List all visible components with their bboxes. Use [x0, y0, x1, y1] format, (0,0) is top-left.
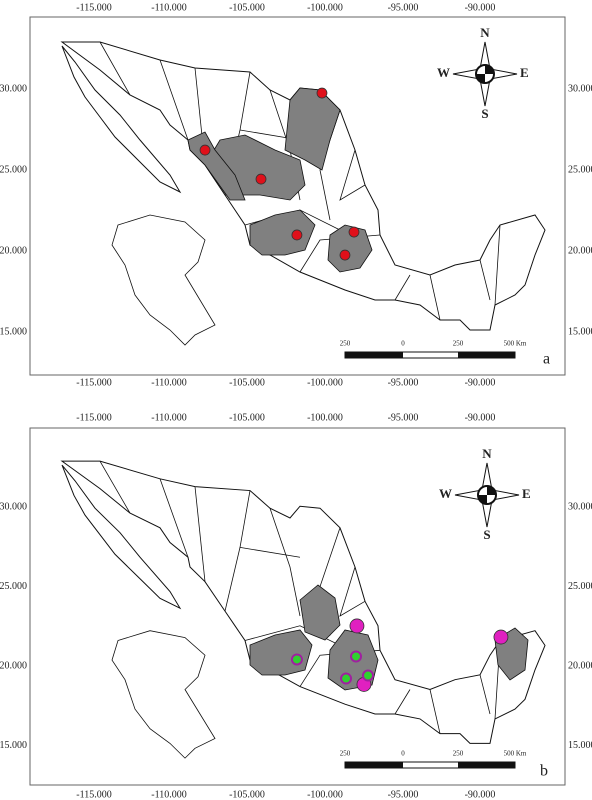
- site-marker: [316, 87, 328, 99]
- x-tick-label: -100.000: [307, 789, 343, 800]
- scale-bar-black: [345, 762, 403, 768]
- site-marker: [199, 144, 211, 156]
- frame: [29, 16, 566, 376]
- y-tick-label: 20.000: [568, 660, 592, 671]
- compass-w: W: [439, 486, 452, 501]
- x-tick-label: -110.000: [151, 789, 186, 800]
- x-tick-label: -100.000: [307, 377, 343, 388]
- scale-bar-black: [345, 352, 403, 358]
- x-tick-label: -90.000: [465, 2, 496, 13]
- scale-label: 250: [453, 340, 464, 348]
- scale-bar-black: [458, 352, 515, 358]
- x-tick-label: -90.000: [465, 377, 496, 388]
- y-tick-label: 25.000: [568, 581, 592, 592]
- compass-w: W: [437, 65, 450, 80]
- site-marker: [350, 650, 363, 663]
- x-tick-label: -95.000: [388, 789, 419, 800]
- x-tick-label: -115.000: [76, 2, 111, 13]
- x-tick-label: -100.000: [307, 412, 343, 423]
- x-tick-label: -115.000: [76, 789, 111, 800]
- site-marker: [339, 249, 351, 261]
- site-marker: [349, 618, 365, 634]
- y-tick-label: 25.000: [0, 581, 27, 592]
- compass-fill: [476, 65, 494, 83]
- y-tick-label: 25.000: [568, 164, 592, 175]
- y-tick-label: 20.000: [568, 245, 592, 256]
- x-tick-label: -105.000: [229, 412, 265, 423]
- frame: [29, 427, 566, 786]
- compass-e: E: [520, 65, 529, 80]
- x-tick-label: -110.000: [151, 412, 186, 423]
- y-tick-label: 25.000: [0, 164, 27, 175]
- y-tick-label: 15.000: [0, 740, 27, 751]
- compass-fill: [478, 486, 496, 504]
- scale-label: 500 Km: [504, 340, 527, 348]
- x-tick-label: -110.000: [151, 2, 186, 13]
- x-tick-label: -105.000: [229, 2, 265, 13]
- x-tick-label: -115.000: [76, 377, 111, 388]
- site-marker: [348, 226, 360, 238]
- scale-bar-black: [458, 762, 515, 768]
- x-tick-label: -105.000: [229, 377, 265, 388]
- scale-label: 500 Km: [504, 750, 527, 758]
- compass-n: N: [482, 446, 492, 461]
- x-tick-label: -95.000: [388, 412, 419, 423]
- y-tick-label: 15.000: [568, 326, 592, 337]
- x-tick-label: -95.000: [388, 377, 419, 388]
- site-marker: [493, 629, 509, 645]
- basemap: [61, 41, 546, 346]
- x-tick-label: -105.000: [229, 789, 265, 800]
- scale-label: 0: [401, 340, 405, 348]
- site-marker: [291, 229, 303, 241]
- highlighted-states: [187, 87, 373, 273]
- compass-s: S: [481, 106, 488, 121]
- y-tick-label: 30.000: [0, 83, 27, 94]
- x-tick-label: -110.000: [151, 377, 186, 388]
- panel-label: b: [540, 763, 548, 780]
- x-tick-label: -90.000: [465, 789, 496, 800]
- compass-e: E: [522, 486, 531, 501]
- x-tick-label: -115.000: [76, 412, 111, 423]
- site-marker: [361, 669, 374, 682]
- y-tick-label: 20.000: [0, 245, 27, 256]
- y-tick-label: 30.000: [0, 501, 27, 512]
- scale-label: 250: [340, 340, 351, 348]
- scale-label: 250: [340, 750, 351, 758]
- site-marker: [255, 173, 267, 185]
- x-tick-label: -95.000: [388, 2, 419, 13]
- y-tick-label: 30.000: [568, 83, 592, 94]
- panel-label: a: [543, 351, 550, 368]
- compass-n: N: [480, 25, 490, 40]
- scale-label: 250: [453, 750, 464, 758]
- y-tick-label: 20.000: [0, 660, 27, 671]
- x-tick-label: -100.000: [307, 2, 343, 13]
- y-tick-label: 30.000: [568, 501, 592, 512]
- y-tick-label: 15.000: [0, 326, 27, 337]
- scale-label: 0: [401, 750, 405, 758]
- site-marker: [290, 653, 303, 666]
- y-tick-label: 15.000: [568, 740, 592, 751]
- site-marker: [340, 672, 353, 685]
- x-tick-label: -90.000: [465, 412, 496, 423]
- compass-s: S: [483, 527, 490, 542]
